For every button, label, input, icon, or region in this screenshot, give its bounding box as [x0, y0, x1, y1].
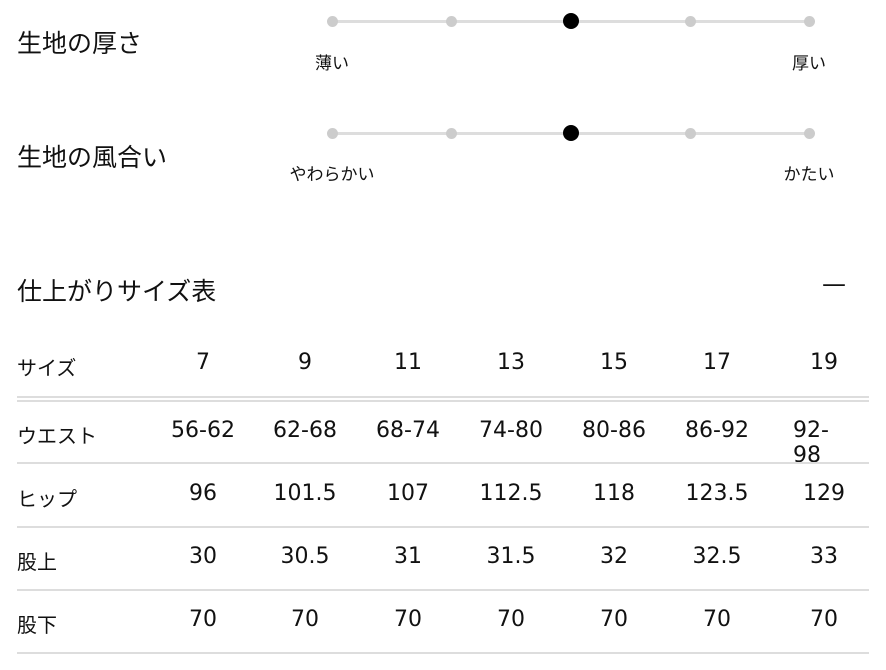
slider-dot [326, 15, 338, 27]
cell: 32.5 [692, 544, 742, 569]
cell: 13 [497, 350, 525, 375]
row-label: ウエスト [17, 424, 97, 448]
slider-dot [445, 127, 457, 139]
slider-dot [803, 15, 815, 27]
cell: 123.5 [685, 481, 749, 506]
cell: 19 [810, 350, 838, 375]
slider-dot [326, 127, 338, 139]
cell: 70 [703, 607, 731, 632]
minus-icon[interactable]: — [822, 270, 846, 298]
slider-min-label: 薄い [315, 54, 349, 74]
slider-dot [684, 15, 696, 27]
cell: 92-98 [793, 418, 829, 468]
divider [17, 400, 869, 402]
divider [17, 526, 869, 528]
cell: 80-86 [582, 418, 646, 443]
divider [17, 462, 869, 464]
cell: 118 [593, 481, 635, 506]
cell: 33 [810, 544, 838, 569]
cell: 68-74 [376, 418, 440, 443]
size-table-title: 仕上がりサイズ表 [17, 277, 217, 306]
table-row: 股上 30 30.5 31 31.5 32 32.5 33 [0, 544, 886, 584]
slider-max-label: かたい [783, 165, 835, 185]
slider-title: 生地の厚さ [17, 29, 143, 58]
cell: 129 [803, 481, 845, 506]
cell: 107 [387, 481, 429, 506]
row-label: 股下 [17, 613, 57, 637]
slider-min-label: やわらかい [289, 165, 375, 185]
cell: 86-92 [685, 418, 749, 443]
divider [17, 652, 869, 654]
cell: 70 [394, 607, 422, 632]
row-label: 股上 [17, 550, 57, 574]
divider [17, 589, 869, 591]
cell: 30.5 [280, 544, 330, 569]
cell: 96 [189, 481, 217, 506]
cell: 74-80 [479, 418, 543, 443]
table-row: ウエスト 56-62 62-68 68-74 74-80 80-86 86-92 92-98 [0, 418, 886, 468]
cell: 70 [497, 607, 525, 632]
slider-dot-selected [563, 125, 579, 141]
cell: 31.5 [486, 544, 536, 569]
cell: 56-62 [171, 418, 235, 443]
cell: 70 [600, 607, 628, 632]
cell: 62-68 [273, 418, 337, 443]
cell: 11 [394, 350, 422, 375]
cell: 31 [394, 544, 422, 569]
row-label: ヒップ [17, 487, 77, 511]
cell: 70 [810, 607, 838, 632]
cell: 30 [189, 544, 217, 569]
cell: 70 [189, 607, 217, 632]
cell: 15 [600, 350, 628, 375]
cell: 32 [600, 544, 628, 569]
slider-dot [803, 127, 815, 139]
slider-dot [445, 15, 457, 27]
table-row: 股下 70 70 70 70 70 70 70 [0, 607, 886, 647]
cell: 101.5 [273, 481, 337, 506]
divider [17, 396, 869, 398]
slider-title: 生地の風合い [17, 143, 168, 172]
cell: 112.5 [479, 481, 543, 506]
header-row: サイズ 7 9 11 13 15 17 19 [0, 350, 886, 390]
slider-dot-selected [563, 13, 579, 29]
row-label: サイズ [17, 356, 77, 380]
slider-max-label: 厚い [792, 54, 826, 74]
cell: 17 [703, 350, 731, 375]
table-row: ヒップ 96 101.5 107 112.5 118 123.5 129 [0, 481, 886, 521]
cell: 9 [298, 350, 312, 375]
cell: 70 [291, 607, 319, 632]
cell: 7 [196, 350, 210, 375]
slider-dot [684, 127, 696, 139]
